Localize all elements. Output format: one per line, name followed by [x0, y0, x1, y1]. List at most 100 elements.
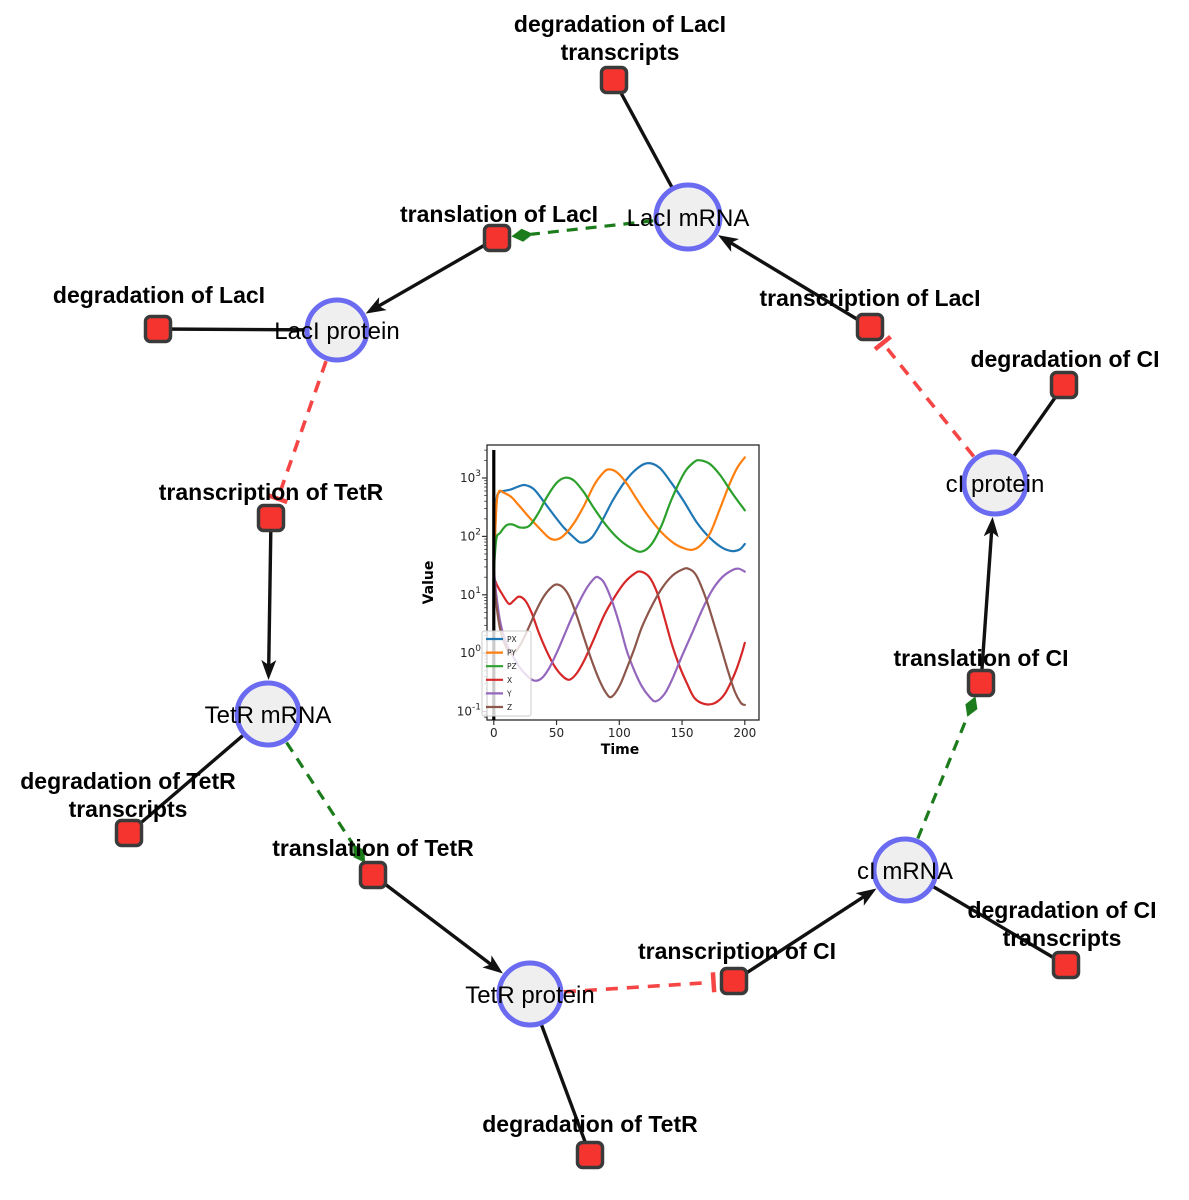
reaction-node-transl_tetr: [358, 860, 388, 890]
reaction-node-deg_laci: [143, 314, 173, 344]
reaction-label-line: translation of TetR: [272, 835, 474, 861]
arrowhead-catalysis: [353, 844, 366, 863]
edge-catalysis-laci_mrna-transl_laci: [531, 219, 654, 236]
reaction-label-transl_ci: translation of CI: [893, 645, 1068, 671]
curve-pz: [492, 459, 746, 573]
x-tick-label: 100: [608, 726, 631, 740]
species-label-laci_mrna: LacI mRNA: [627, 205, 750, 232]
reaction-label-line: transcripts: [561, 39, 680, 65]
y-tick-exponent: 0: [475, 644, 481, 654]
reaction-label-line: translation of LacI: [400, 201, 598, 227]
arrowhead-production: [983, 516, 999, 538]
arrowhead-catalysis: [965, 696, 978, 717]
reaction-label-line: degradation of TetR: [482, 1111, 698, 1137]
reaction-node-transl_laci: [482, 223, 512, 253]
labels-layer: LacI mRNA LacI protein TetR mRNA TetR prote…: [20, 11, 1159, 1137]
y-tick-base: 10: [460, 588, 475, 602]
edge-inhibition-ci_protein-tx_laci: [883, 344, 976, 458]
reaction-label-transl_tetr: translation of TetR: [272, 835, 474, 861]
legend-label-x: X: [507, 676, 512, 685]
arrowhead-production: [365, 297, 387, 314]
edge-production-transl_tetr-tetr_protein: [371, 873, 494, 967]
inhibition-tbar: [267, 493, 288, 505]
species-node-ci_mrna: [871, 836, 939, 904]
legend-label-z: Z: [507, 703, 512, 712]
plot-frame: [486, 444, 760, 721]
reaction-label-deg_ci: degradation of CI: [970, 346, 1159, 372]
y-tick-label: 100: [460, 644, 481, 660]
species-node-ci_protein: [961, 449, 1029, 517]
reaction-label-transl_laci: translation of LacI: [400, 201, 598, 227]
x-tick-label: 200: [733, 726, 756, 740]
reaction-label-tx_ci: transcription of CI: [638, 938, 836, 964]
edge-production-tx_ci-ci_mrna: [733, 894, 867, 983]
reaction-label-line: degradation of CI: [970, 346, 1159, 372]
y-tick-label: 101: [460, 586, 481, 602]
y-tick-label: 10-1: [457, 703, 481, 719]
reaction-label-line: transcription of LacI: [759, 285, 980, 311]
reaction-node-tx_laci: [855, 312, 885, 342]
reaction-label-deg_laci_tx: degradation of LacI transcripts: [514, 11, 726, 65]
y-tick-exponent: 1: [475, 586, 481, 596]
species-node-laci_mrna: [653, 182, 723, 252]
y-tick-exponent: -1: [472, 703, 481, 713]
edge-inhibition-tetr_protein-tx_ci: [563, 980, 711, 994]
reaction-label-tx_laci: transcription of LacI: [759, 285, 980, 311]
reaction-node-deg_ci: [1049, 370, 1079, 400]
legend-label-px: PX: [507, 635, 517, 644]
y-tick-label: 102: [460, 527, 481, 543]
edge-catalysis-tetr_mrna-transl_tetr: [285, 741, 356, 847]
reaction-label-line: degradation of LacI: [53, 282, 265, 308]
species-label-laci_protein: LacI protein: [274, 318, 399, 345]
reaction-node-deg_ci_tx: [1051, 950, 1081, 980]
reaction-node-transl_ci: [966, 668, 996, 698]
x-tick-label: 150: [671, 726, 694, 740]
arrowhead-production: [718, 235, 739, 252]
species-label-ci_mrna: cI mRNA: [857, 858, 953, 885]
reaction-label-line: transcription of CI: [638, 938, 836, 964]
reaction-label-deg_laci: degradation of LacI: [53, 282, 265, 308]
species-node-tetr_mrna: [234, 680, 302, 748]
edge-production-transl_laci-laci_protein: [376, 236, 498, 309]
edge-inhibition-laci_protein-tx_tetr: [277, 360, 328, 497]
species-node-laci_protein: [304, 297, 370, 363]
arrowhead-production: [855, 888, 877, 906]
curve-x: [492, 570, 746, 706]
nodes-layer: [114, 65, 1081, 1170]
curve-py: [492, 456, 746, 573]
species-node-tetr_protein: [496, 960, 564, 1028]
y-tick-label: 103: [460, 469, 481, 485]
reaction-node-tx_tetr: [256, 503, 286, 533]
edge-production-transl_ci-ci_protein: [979, 529, 994, 684]
curve-px: [492, 461, 746, 573]
legend-label-pz: PZ: [507, 662, 517, 671]
arrowhead-production: [261, 659, 277, 680]
x-axis-title: Time: [601, 742, 639, 758]
reaction-label-line: transcription of TetR: [159, 479, 384, 505]
y-tick-base: 10: [460, 529, 475, 543]
y-tick-base: 10: [460, 646, 475, 660]
reaction-label-line: degradation of CI: [967, 897, 1156, 923]
x-tick-label: 50: [549, 726, 564, 740]
y-tick-base: 10: [457, 705, 472, 719]
x-tick-label: 0: [490, 726, 498, 740]
edge-production-tx_laci-laci_mrna: [728, 240, 871, 329]
inhibition-tbar: [710, 972, 717, 993]
y-tick-exponent: 3: [475, 469, 481, 479]
reaction-node-deg_laci_tx: [599, 65, 629, 95]
edge-catalysis-ci_mrna-transl_ci: [916, 714, 970, 840]
y-axis-title: Value: [421, 561, 437, 605]
reaction-label-line: transcripts: [1003, 925, 1122, 951]
species-label-ci_protein: cI protein: [946, 471, 1045, 498]
species-label-tetr_mrna: TetR mRNA: [205, 702, 332, 729]
species-label-tetr_protein: TetR protein: [465, 982, 594, 1009]
reaction-label-line: degradation of LacI: [514, 11, 726, 37]
reaction-label-line: translation of CI: [893, 645, 1068, 671]
y-tick-base: 10: [460, 471, 475, 485]
reaction-label-tx_tetr: transcription of TetR: [159, 479, 384, 505]
inhibition-tbar: [873, 334, 893, 352]
reaction-node-tx_ci: [719, 966, 749, 996]
reaction-label-line: degradation of TetR: [20, 768, 236, 794]
legend-label-py: PY: [507, 649, 516, 658]
